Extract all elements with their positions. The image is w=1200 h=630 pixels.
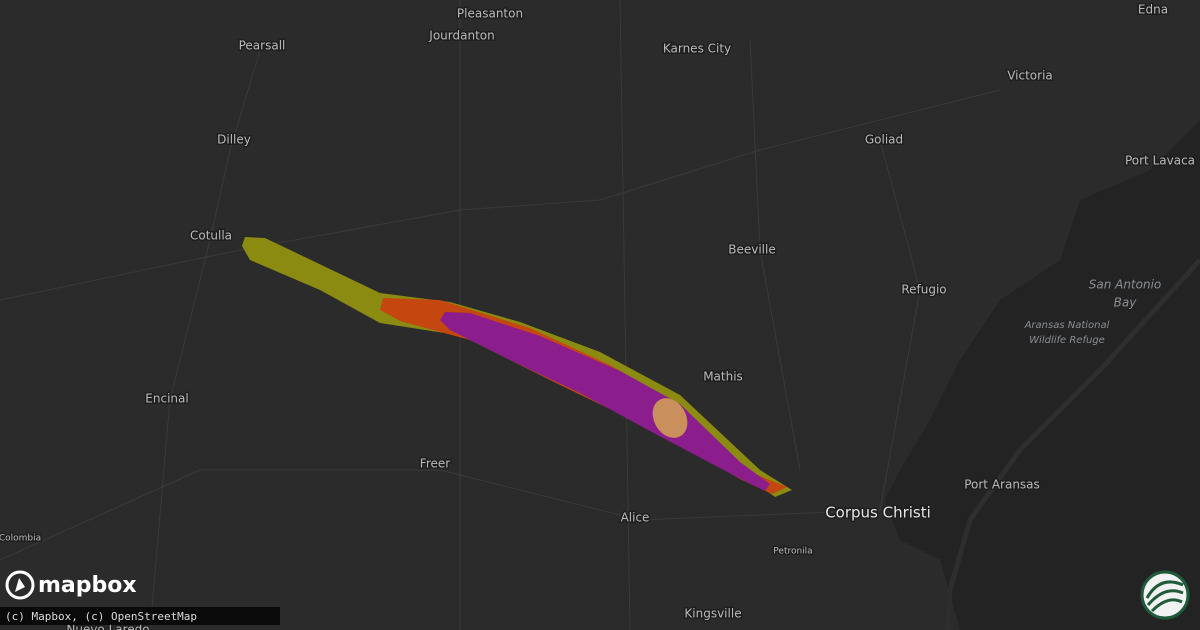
swath-core xyxy=(652,398,688,438)
road xyxy=(619,0,631,630)
logo-icon xyxy=(5,570,35,600)
place-label: Goliad xyxy=(865,133,903,147)
place-label: Port Aransas xyxy=(964,478,1040,492)
place-label: Encinal xyxy=(145,392,188,406)
water-label: Bay xyxy=(1114,296,1138,310)
swath-high xyxy=(440,312,770,491)
attribution[interactable]: (c) Mapbox, (c) OpenStreetMap xyxy=(5,610,197,623)
place-label: Colombia xyxy=(0,534,41,544)
place-label: Cotulla xyxy=(190,229,232,243)
road xyxy=(749,39,801,471)
water-label: Wildlife Refuge xyxy=(1029,335,1105,346)
storm-swath xyxy=(242,237,792,497)
place-label: Corpus Christi xyxy=(825,504,931,522)
road xyxy=(0,469,881,561)
water-label: Aransas National xyxy=(1024,320,1110,331)
logo-icon-mark xyxy=(15,578,25,592)
place-label: Dilley xyxy=(217,133,251,147)
road xyxy=(149,49,261,630)
attribution-bar xyxy=(0,607,280,625)
brand-badge-mark xyxy=(1145,580,1184,613)
place-label: Freer xyxy=(420,457,450,471)
place-label: Refugio xyxy=(901,283,946,297)
place-label: Victoria xyxy=(1007,69,1053,83)
place-label: Edna xyxy=(1138,3,1168,17)
place-label: Karnes City xyxy=(663,42,731,56)
barrier-island xyxy=(945,258,1200,630)
place-label: Kingsville xyxy=(684,607,741,621)
place-label: Mathis xyxy=(703,370,743,384)
place-label: Alice xyxy=(621,511,650,525)
water-label: San Antonio xyxy=(1089,278,1162,292)
place-label: Pearsall xyxy=(239,39,286,53)
logo[interactable]: mapbox xyxy=(38,573,137,598)
place-label: Beeville xyxy=(728,243,775,257)
roads xyxy=(0,0,1001,630)
place-label: Jourdanton xyxy=(428,29,494,43)
place-label: Port Lavaca xyxy=(1125,154,1195,168)
road xyxy=(879,139,921,511)
swath-low xyxy=(242,237,792,497)
place-label: Pleasanton xyxy=(457,7,523,21)
water xyxy=(885,120,1200,630)
road xyxy=(0,89,1001,301)
place-label: Petronila xyxy=(773,547,812,557)
place-label: Nuevo Laredo xyxy=(66,623,149,630)
